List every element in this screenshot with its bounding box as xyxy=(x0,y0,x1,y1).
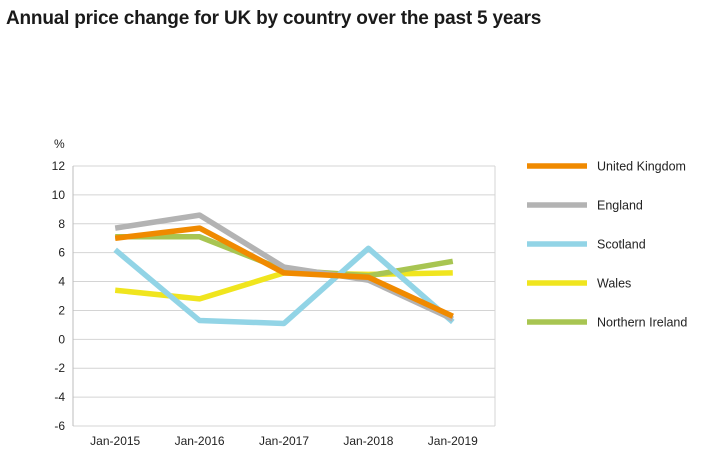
y-tick-label: 10 xyxy=(52,188,66,202)
series-lines xyxy=(113,212,455,327)
grid-lines xyxy=(72,165,496,427)
x-tick-label: Jan-2016 xyxy=(175,434,225,448)
legend-label-scotland: Scotland xyxy=(597,238,646,252)
legend-label-united-kingdom: United Kingdom xyxy=(597,160,686,174)
y-tick-label: -6 xyxy=(54,419,65,433)
legend-label-wales: Wales xyxy=(597,277,631,291)
x-tick-label: Jan-2018 xyxy=(343,434,393,448)
y-tick-label: 6 xyxy=(58,246,65,260)
series-line-scotland xyxy=(113,245,455,327)
x-tick-label: Jan-2019 xyxy=(428,434,478,448)
legend-label-england: England xyxy=(597,199,643,213)
y-tick-label: -2 xyxy=(54,361,65,375)
y-tick-label: 0 xyxy=(58,332,65,346)
y-tick-label: -4 xyxy=(54,390,65,404)
legend: United Kingdom England Scotland Wales Northe… xyxy=(527,160,687,330)
x-tick-label: Jan-2015 xyxy=(90,434,140,448)
y-tick-labels: 12 10 8 6 4 2 0 -2 -4 -6 xyxy=(52,159,66,433)
y-axis-unit: % xyxy=(54,137,65,151)
y-tick-label: 4 xyxy=(58,275,65,289)
y-tick-label: 12 xyxy=(52,159,66,173)
chart-title: Annual price change for UK by country ov… xyxy=(6,8,542,29)
series-line-united-kingdom xyxy=(114,225,454,319)
x-tick-label: Jan-2017 xyxy=(259,434,309,448)
legend-label-northern-ireland: Northern Ireland xyxy=(597,316,687,330)
y-tick-label: 2 xyxy=(58,303,65,317)
y-tick-label: 8 xyxy=(58,217,65,231)
x-tick-labels: Jan-2015 Jan-2016 Jan-2017 Jan-2018 Jan-2019 xyxy=(90,434,478,448)
